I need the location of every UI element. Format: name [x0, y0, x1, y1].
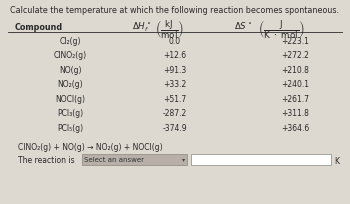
Text: ClNO₂(g): ClNO₂(g)	[54, 51, 86, 60]
Text: ClNO₂(g) + NO(g) → NO₂(g) + NOCl(g): ClNO₂(g) + NO(g) → NO₂(g) + NOCl(g)	[18, 143, 163, 152]
Text: -374.9: -374.9	[163, 123, 187, 132]
Text: +51.7: +51.7	[163, 94, 187, 103]
Text: +272.2: +272.2	[281, 51, 309, 60]
Text: PCl₅(g): PCl₅(g)	[57, 123, 83, 132]
Text: +311.8: +311.8	[281, 109, 309, 118]
Text: +91.3: +91.3	[163, 66, 187, 75]
Text: $\left(\dfrac{\mathrm{kJ}}{\mathrm{mol}}\right)$: $\left(\dfrac{\mathrm{kJ}}{\mathrm{mol}}…	[155, 18, 184, 41]
Text: Compound: Compound	[15, 23, 63, 32]
Text: +261.7: +261.7	[281, 94, 309, 103]
Text: Select an answer: Select an answer	[84, 156, 144, 162]
Text: $\Delta H_f^\circ$: $\Delta H_f^\circ$	[132, 20, 152, 33]
Text: NO₂(g): NO₂(g)	[57, 80, 83, 89]
Text: +33.2: +33.2	[163, 80, 187, 89]
Text: NO(g): NO(g)	[59, 66, 81, 75]
Text: +223.1: +223.1	[281, 37, 309, 46]
Text: PCl₃(g): PCl₃(g)	[57, 109, 83, 118]
Text: +240.1: +240.1	[281, 80, 309, 89]
Text: $\Delta S^\circ$: $\Delta S^\circ$	[234, 20, 252, 31]
Text: +12.6: +12.6	[163, 51, 187, 60]
Text: Calculate the temperature at which the following reaction becomes spontaneous.: Calculate the temperature at which the f…	[10, 6, 340, 15]
Text: 0.0: 0.0	[169, 37, 181, 46]
Text: +210.8: +210.8	[281, 66, 309, 75]
FancyBboxPatch shape	[82, 154, 187, 165]
Text: +364.6: +364.6	[281, 123, 309, 132]
FancyBboxPatch shape	[191, 154, 331, 165]
Text: ▾: ▾	[182, 156, 185, 161]
Text: K: K	[334, 156, 339, 165]
Text: The reaction is: The reaction is	[18, 156, 75, 165]
Text: Cl₂(g): Cl₂(g)	[59, 37, 81, 46]
Text: $\left(\dfrac{\mathrm{J}}{\mathrm{K}\ \cdot\ \mathrm{mol}}\right)$: $\left(\dfrac{\mathrm{J}}{\mathrm{K}\ \c…	[258, 18, 305, 41]
Text: -287.2: -287.2	[163, 109, 187, 118]
Text: NOCl(g): NOCl(g)	[55, 94, 85, 103]
